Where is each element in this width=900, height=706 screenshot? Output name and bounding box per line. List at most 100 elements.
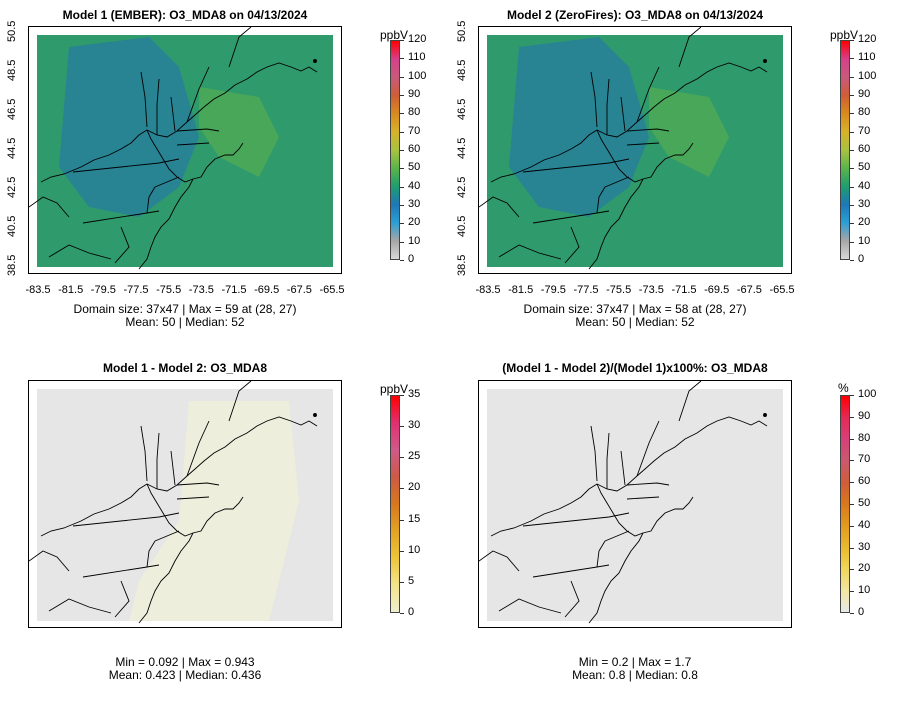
x-tick-label: -71.5 (221, 284, 247, 296)
state-boundary (604, 530, 630, 542)
state-boundary (154, 530, 180, 542)
state-boundary (114, 226, 130, 264)
data-field (487, 389, 783, 621)
x-tick-label: -75.5 (156, 284, 182, 296)
colorbar-label: 100 (858, 69, 877, 82)
colorbar-tick (850, 113, 854, 115)
colorbar-tick (850, 58, 854, 60)
colorbar-label: 80 (858, 106, 871, 119)
colorbar-tick (400, 40, 404, 41)
island (763, 59, 767, 63)
colorbar-tick (400, 581, 404, 583)
colorbar-label: 40 (858, 518, 871, 531)
colorbar-label: 30 (408, 198, 421, 210)
state-boundary (48, 598, 112, 614)
coastline (138, 178, 194, 270)
colorbar-tick (400, 223, 404, 225)
x-tick-label: -77.5 (573, 284, 599, 296)
high-ozone-region (199, 87, 279, 177)
colorbar-tick (850, 150, 854, 151)
state-boundary (170, 450, 176, 486)
colorbar-label: 20 (408, 481, 421, 494)
colorbar-tick (400, 168, 404, 170)
stats-line-1: Min = 0.2 | Max = 1.7 (578, 655, 692, 669)
colorbar (390, 395, 400, 613)
colorbar-tick (400, 550, 404, 552)
state-boundary (72, 512, 180, 527)
stats-line-1: Min = 0.092 | Max = 0.943 (115, 655, 255, 669)
colorbar-label: 60 (408, 143, 421, 155)
state-boundary (176, 496, 210, 500)
y-tick-label: 44.5 (456, 137, 468, 159)
colorbar-label: 10 (858, 234, 871, 247)
state-boundary (636, 420, 660, 477)
colorbar (840, 40, 850, 260)
colorbar-tick (850, 395, 854, 396)
state-boundary (498, 244, 562, 260)
panel-title: Model 1 - Model 2: O3_MDA8 (102, 361, 268, 375)
colorbar-tick (850, 205, 854, 206)
colorbar-tick (400, 95, 404, 96)
colorbar-tick (400, 426, 404, 428)
y-tick-label: 40.5 (6, 215, 18, 237)
colorbar-label: 70 (858, 453, 871, 466)
panel-title: (Model 1 - Model 2)/(Model 1)x100%: O3_M… (502, 361, 768, 375)
x-tick-label: -67.5 (736, 284, 762, 296)
x-tick-label: -69.5 (254, 284, 280, 296)
colorbar-label: 35 (408, 388, 421, 400)
colorbar-label: 0 (408, 606, 415, 618)
colorbar-label: 0 (858, 253, 865, 265)
x-tick-label: -79.5 (90, 284, 116, 296)
colorbar (840, 395, 850, 613)
state-boundary (146, 540, 156, 568)
coastline (588, 532, 644, 624)
colorbar-label: 20 (858, 216, 871, 229)
colorbar-tick (400, 519, 404, 521)
state-boundary (114, 580, 130, 618)
colorbar-tick (400, 205, 404, 206)
coastline (138, 532, 194, 624)
map-field (479, 27, 783, 270)
colorbar-label: 10 (858, 584, 871, 597)
colorbar-label: 40 (408, 179, 421, 192)
colorbar-tick (400, 457, 404, 459)
colorbar-unit: ppbV (380, 28, 409, 42)
state-boundary (72, 158, 180, 173)
x-tick-label: -73.5 (638, 284, 664, 296)
colorbar-label: 0 (408, 253, 415, 265)
island (313, 59, 317, 63)
state-boundary (156, 432, 160, 489)
island (313, 413, 317, 417)
x-tick-label: -81.5 (508, 284, 534, 296)
y-tick-label: 46.5 (456, 98, 468, 120)
colorbar-tick (400, 186, 404, 188)
state-boundary (479, 550, 520, 572)
y-tick-label: 38.5 (456, 254, 468, 276)
state-boundary (479, 196, 520, 218)
state-boundary (154, 176, 180, 188)
colorbar-label: 60 (858, 143, 871, 155)
colorbar-tick (850, 223, 854, 225)
x-tick-label: -75.5 (606, 284, 632, 296)
x-tick-label: -67.5 (286, 284, 312, 296)
map-field (29, 27, 333, 270)
colorbar-tick (400, 395, 404, 396)
colorbar-unit: % (838, 381, 849, 395)
colorbar-label: 40 (858, 179, 871, 192)
map-field (479, 381, 783, 624)
y-tick-label: 42.5 (456, 176, 468, 198)
colorbar-tick (850, 547, 854, 549)
difference-region (129, 401, 299, 621)
colorbar-tick (850, 482, 854, 484)
map-boundaries (479, 27, 768, 270)
state-boundary (522, 512, 630, 527)
colorbar-label: 5 (408, 574, 415, 587)
colorbar-tick (400, 613, 404, 614)
state-boundary (596, 540, 606, 568)
x-tick-label: -83.5 (475, 284, 501, 296)
colorbar-tick (850, 460, 854, 462)
state-boundary (176, 482, 220, 486)
colorbar-label: 10 (408, 234, 421, 247)
stats-line-2: Mean: 50 | Median: 52 (575, 315, 695, 329)
colorbar-label: 50 (858, 161, 871, 174)
